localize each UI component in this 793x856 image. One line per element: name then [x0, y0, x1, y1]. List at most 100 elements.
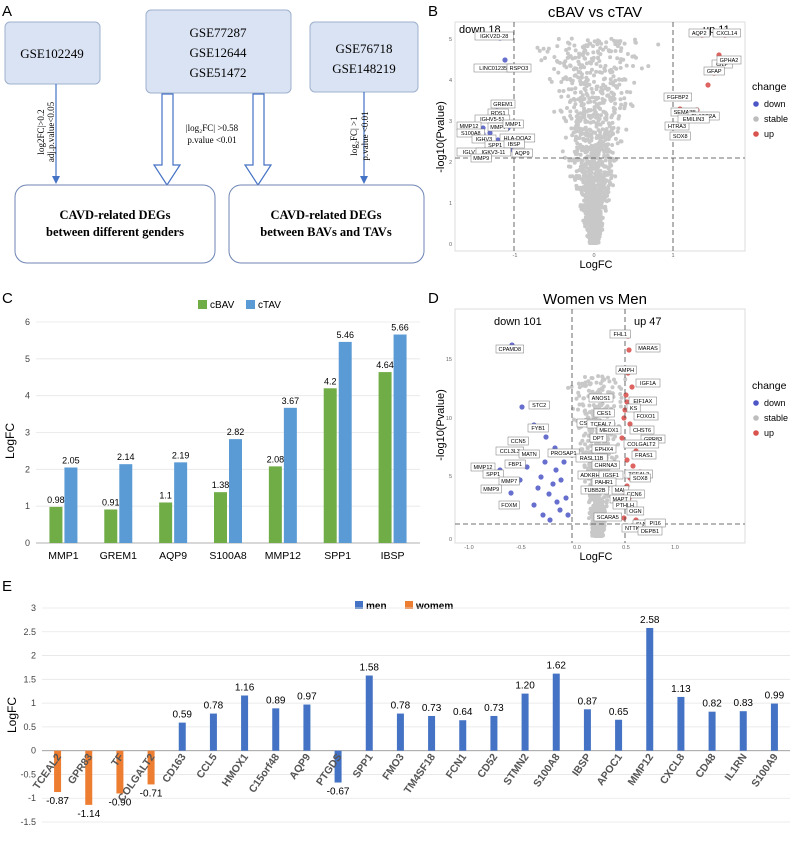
arrow-2-label-1: |log₂FC| >0.58: [186, 123, 239, 133]
bar-c-ctav-bar: [119, 464, 133, 543]
stable-point: [604, 127, 609, 131]
stable-point: [591, 44, 595, 49]
stable-point: [617, 82, 622, 87]
bar-c-category-label: MMP12: [265, 550, 301, 562]
bar-e-chart: -1.5-1-0.500.511.522.53-0.87TCEAL2-1.14G…: [20, 603, 790, 827]
up-point: [624, 457, 630, 463]
stable-point: [582, 106, 586, 111]
bar-c-chart: 0 1 2 3 4 5 6 0.98 2.05 MMP1 0.91 2.14 GREM1 1.1 2.19 A…: [25, 317, 420, 562]
stable-point: [541, 46, 546, 51]
stable-point: [579, 145, 584, 150]
stable-point: [572, 149, 577, 154]
stable-point: [597, 174, 601, 179]
stable-point: [578, 152, 583, 157]
stable-point: [602, 153, 607, 158]
stable-point: [611, 183, 615, 188]
arrow-3-head: [360, 176, 368, 184]
stable-point: [600, 227, 605, 232]
bar-e-ytick: 2: [31, 651, 36, 661]
gene-label-box: [588, 393, 614, 403]
stable-point: [585, 173, 590, 178]
stable-point: [567, 158, 572, 163]
stable-point: [586, 466, 590, 471]
stable-point: [587, 60, 592, 65]
stable-point: [569, 87, 574, 92]
stable-point: [615, 85, 619, 90]
gene-label: PI16: [650, 521, 661, 527]
bar-c-data-label: 2.08: [267, 454, 285, 464]
stable-point: [591, 130, 596, 135]
gene-label: FOXO1: [637, 414, 656, 420]
stable-point: [565, 106, 569, 110]
stable-point: [631, 64, 635, 68]
stable-point: [585, 38, 590, 43]
bar-c-ytick: 3: [25, 428, 30, 438]
gene-label: PTHLH: [616, 503, 634, 509]
gene-label-box: [474, 31, 514, 41]
gene-label-box: [528, 400, 550, 410]
stable-point: [606, 137, 611, 142]
gene-label: MATN: [522, 452, 537, 458]
gene-label: CHST6: [633, 428, 651, 434]
result-box-genders-line-1: CAVD-related DEGs: [60, 208, 171, 222]
gene-label: FRAS1: [635, 453, 653, 459]
stable-point: [552, 109, 557, 114]
stable-point: [584, 165, 588, 170]
down-point: [531, 502, 537, 508]
bar-c-ytick: 0: [25, 538, 30, 548]
gene-label: FBP1: [508, 462, 522, 468]
stable-point: [578, 203, 583, 208]
stable-point: [600, 127, 605, 132]
bar-e-ytick: 0.5: [23, 722, 36, 732]
stable-point: [632, 80, 637, 85]
stable-point: [571, 130, 576, 135]
stable-point: [609, 176, 614, 181]
stable-point: [578, 90, 583, 95]
stable-point: [608, 55, 613, 60]
bar-e-data-label: 1.16: [235, 683, 255, 694]
down-point: [546, 491, 552, 497]
stable-point: [578, 111, 583, 116]
stable-point: [592, 39, 597, 44]
stable-point: [584, 190, 589, 195]
volcano-d-up-count: up 47: [634, 316, 662, 328]
stable-point: [564, 65, 569, 70]
stable-point: [583, 56, 588, 61]
bar-e-data-label: 0.89: [266, 695, 286, 706]
bar-e-bar: [334, 750, 342, 783]
stable-point: [590, 182, 595, 187]
legend-stable-marker: [753, 116, 759, 122]
gene-label-box: [475, 147, 512, 157]
stable-point: [613, 107, 618, 112]
gene-label: MMP9: [483, 487, 499, 493]
volcano-b-title: cBAV vs cTAV: [548, 4, 642, 21]
gene-label-box: [633, 411, 659, 421]
legend-d-up-marker: [753, 430, 759, 436]
down-point: [540, 512, 546, 518]
bar-c-data-label: 1.38: [212, 480, 230, 490]
legend-d-stable-marker: [753, 415, 759, 421]
stable-point: [613, 42, 618, 47]
bar-c-data-label: 4.2: [324, 376, 337, 386]
gene-label-box: [628, 396, 657, 406]
stable-point: [594, 62, 599, 66]
stable-point: [600, 375, 605, 379]
stable-point: [580, 45, 585, 50]
bar-e-category-label: S100A9: [749, 751, 781, 789]
gene-label-box: [589, 433, 608, 443]
stable-point: [591, 211, 596, 216]
legend-up-label: up: [764, 129, 774, 139]
stable-point: [600, 527, 605, 532]
bar-c-cbav-bar: [268, 466, 282, 543]
up-point: [626, 347, 632, 353]
bar-e-bar: [583, 709, 591, 751]
gene-label: ANOS1: [592, 396, 611, 402]
stable-point: [618, 65, 623, 70]
stable-point: [598, 218, 603, 223]
stable-point: [583, 408, 588, 413]
gene-label: RDS1: [491, 111, 506, 117]
stable-point: [590, 376, 595, 381]
stable-point: [588, 145, 593, 150]
bar-e-category-label: FCN1: [444, 751, 470, 780]
stable-point: [583, 148, 587, 153]
